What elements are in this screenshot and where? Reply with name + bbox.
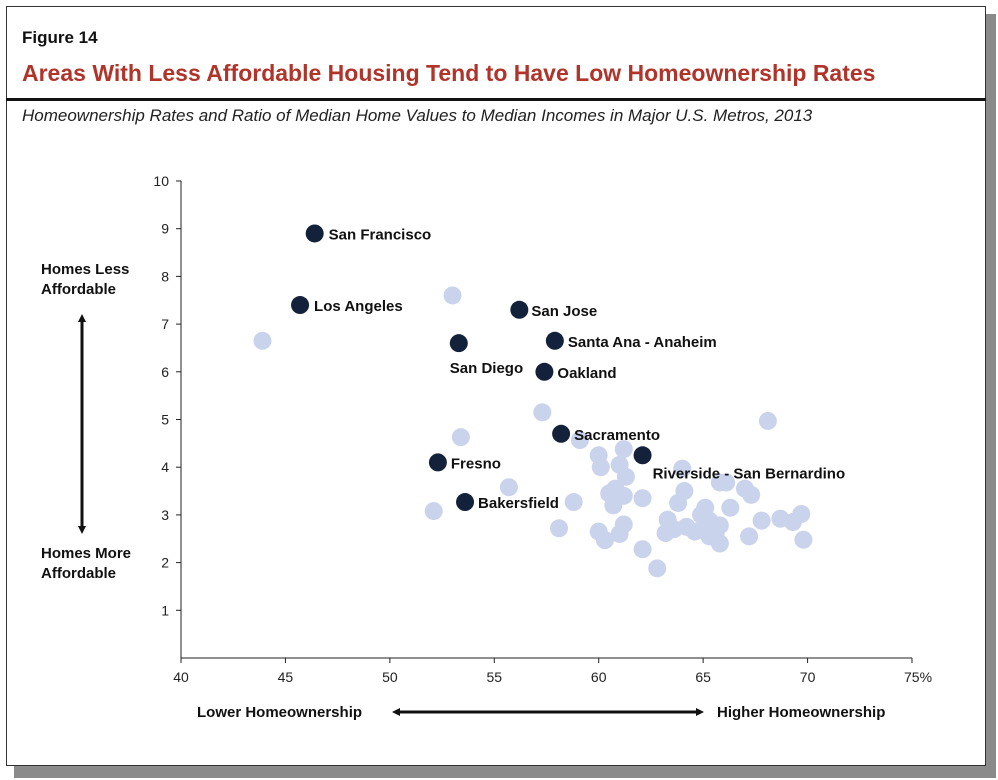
metro-point bbox=[533, 403, 552, 422]
figure-label: Figure 14 bbox=[22, 28, 98, 47]
highlighted-metro-point bbox=[449, 334, 468, 353]
metro-point bbox=[648, 559, 667, 578]
metro-point bbox=[443, 286, 462, 305]
y-tick-label: 5 bbox=[161, 412, 169, 428]
y-annotation-bottom-line1: Homes More bbox=[41, 545, 132, 562]
highlighted-metro-point bbox=[535, 362, 554, 381]
point-label: Los Angeles bbox=[314, 298, 403, 315]
point-label: Fresno bbox=[451, 455, 501, 472]
metro-point bbox=[253, 331, 272, 350]
figure-frame bbox=[6, 6, 986, 766]
metro-point bbox=[758, 411, 777, 430]
highlighted-metro-point bbox=[552, 424, 571, 443]
x-tick-label: 45 bbox=[278, 669, 294, 685]
x-tick-label: 60 bbox=[591, 669, 607, 685]
metro-point bbox=[499, 478, 518, 497]
point-label: San Diego bbox=[450, 360, 523, 377]
metro-point bbox=[604, 496, 623, 515]
title-divider bbox=[6, 98, 986, 101]
y-tick-label: 10 bbox=[153, 173, 169, 189]
y-annotation-top-line2: Affordable bbox=[41, 281, 116, 298]
point-label: Sacramento bbox=[574, 427, 660, 444]
y-tick-label: 4 bbox=[161, 459, 169, 475]
x-tick-label: 65 bbox=[695, 669, 711, 685]
y-tick-label: 9 bbox=[161, 221, 169, 237]
other-metros-points bbox=[253, 286, 813, 578]
y-tick-label: 6 bbox=[161, 364, 169, 380]
x-tick-label: 55 bbox=[486, 669, 502, 685]
point-labels: San Francisco Los Angeles San Jose Santa An… bbox=[314, 226, 845, 512]
metro-point bbox=[451, 428, 470, 447]
metro-point bbox=[614, 440, 633, 459]
metro-point bbox=[616, 467, 635, 486]
metro-point bbox=[710, 534, 729, 553]
highlighted-metro-point bbox=[456, 493, 475, 512]
y-tick-label: 2 bbox=[161, 555, 169, 571]
metro-point bbox=[794, 530, 813, 549]
x-annotation-left: Lower Homeownership bbox=[197, 704, 363, 721]
y-tick-label: 3 bbox=[161, 507, 169, 523]
metro-point bbox=[570, 431, 589, 450]
metro-point bbox=[721, 498, 740, 517]
y-annotation-bottom-line2: Affordable bbox=[41, 565, 116, 582]
y-annotation-bottom: Homes More Affordable bbox=[41, 544, 131, 584]
highlighted-metro-point bbox=[510, 300, 529, 319]
highlighted-metro-point bbox=[545, 331, 564, 350]
metro-point bbox=[740, 527, 759, 546]
x-tick-label: 50 bbox=[382, 669, 398, 685]
metro-point bbox=[591, 458, 610, 477]
metro-point bbox=[792, 504, 811, 523]
metro-point bbox=[669, 493, 688, 512]
y-tick-label: 1 bbox=[161, 602, 169, 618]
point-label: Santa Ana - Anaheim bbox=[568, 334, 717, 351]
highlighted-metro-point bbox=[305, 224, 324, 243]
figure-subtitle: Homeownership Rates and Ratio of Median … bbox=[22, 106, 813, 125]
metro-point bbox=[595, 531, 614, 550]
y-annotation-top: Homes Less Affordable bbox=[41, 260, 129, 300]
x-annotation-right: Higher Homeownership bbox=[717, 704, 886, 721]
y-tick-label: 7 bbox=[161, 316, 169, 332]
metro-point bbox=[752, 511, 771, 530]
point-label: Riverside - San Bernardino bbox=[653, 465, 846, 482]
metro-point bbox=[424, 502, 443, 521]
point-label: Oakland bbox=[557, 365, 616, 382]
metro-point bbox=[742, 485, 761, 504]
figure-title: Areas With Less Affordable Housing Tend … bbox=[22, 60, 876, 86]
y-tick-label: 8 bbox=[161, 268, 169, 284]
point-label: San Francisco bbox=[329, 226, 432, 243]
metro-point bbox=[673, 459, 692, 478]
metro-point bbox=[550, 519, 569, 538]
point-label: Bakersfield bbox=[478, 495, 559, 512]
metro-point bbox=[633, 489, 652, 508]
highlighted-metro-point bbox=[633, 446, 652, 465]
california-metros-points bbox=[291, 224, 652, 512]
point-label: San Jose bbox=[531, 303, 597, 320]
x-tick-label: 40 bbox=[173, 669, 189, 685]
metro-point bbox=[610, 524, 629, 543]
x-tick-label: 70 bbox=[800, 669, 816, 685]
highlighted-metro-point bbox=[291, 296, 310, 315]
highlighted-metro-point bbox=[428, 453, 447, 472]
metro-point bbox=[717, 473, 736, 492]
metro-point bbox=[633, 540, 652, 559]
y-annotation-top-line1: Homes Less bbox=[41, 261, 130, 278]
x-tick-label: 75% bbox=[904, 669, 932, 685]
metro-point bbox=[564, 493, 583, 512]
